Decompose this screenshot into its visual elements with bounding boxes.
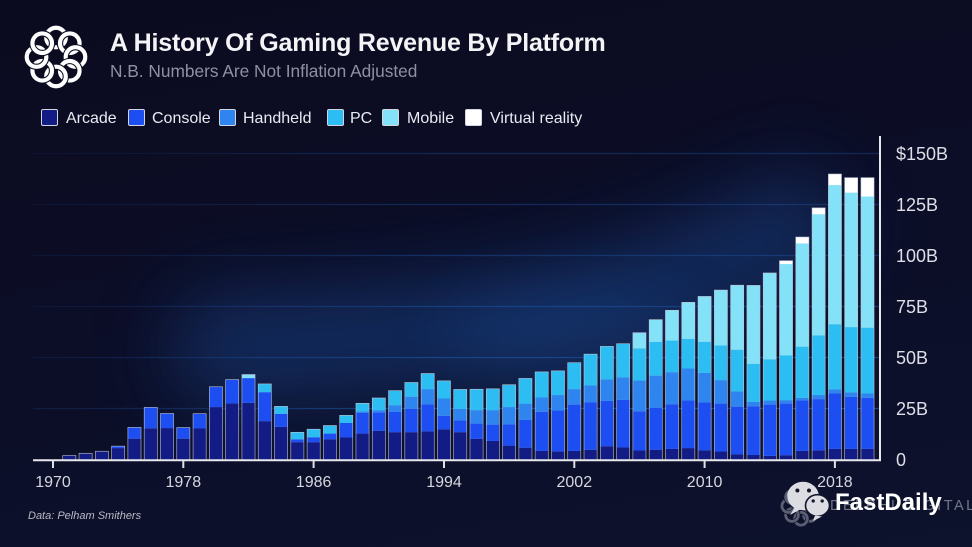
svg-text:25B: 25B	[896, 399, 928, 419]
svg-text:1978: 1978	[166, 474, 202, 491]
svg-text:1970: 1970	[35, 474, 71, 491]
svg-text:$150B: $150B	[896, 144, 948, 164]
svg-text:0: 0	[896, 450, 906, 470]
svg-text:75B: 75B	[896, 297, 928, 317]
svg-text:2018: 2018	[817, 474, 853, 491]
svg-text:FastDaily: FastDaily	[835, 489, 942, 516]
svg-text:2002: 2002	[557, 474, 593, 491]
svg-text:1986: 1986	[296, 474, 332, 491]
svg-text:1994: 1994	[426, 474, 462, 491]
svg-text:2010: 2010	[687, 474, 723, 491]
svg-text:100B: 100B	[896, 246, 938, 266]
svg-text:50B: 50B	[896, 348, 928, 368]
svg-text:DELPHI DIGITAL: DELPHI DIGITAL	[830, 498, 972, 514]
svg-text:125B: 125B	[896, 195, 938, 215]
